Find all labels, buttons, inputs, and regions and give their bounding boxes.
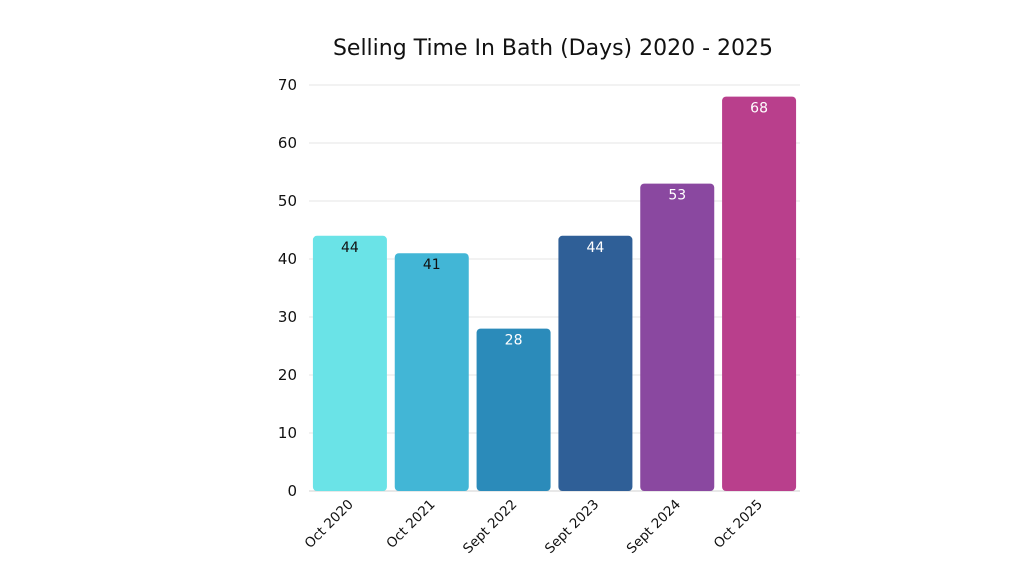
gridlines: [309, 84, 800, 492]
y-tick-label: 20: [278, 366, 297, 384]
bar: [476, 328, 551, 491]
y-tick-label: 30: [278, 308, 297, 326]
data-label: 44: [341, 240, 359, 256]
x-tick-label: Oct 2020: [302, 497, 357, 552]
bar: [312, 235, 387, 491]
bar: [558, 235, 633, 491]
bar: [394, 253, 469, 491]
y-tick-label: 10: [278, 424, 297, 442]
data-labels: 44 41 28 44 53 68: [341, 101, 768, 349]
bar: [640, 183, 715, 491]
x-tick-label: Sept 2023: [542, 497, 602, 557]
x-tick-label: Oct 2025: [711, 497, 766, 552]
y-tick-label: 40: [278, 250, 297, 268]
data-label: 28: [505, 333, 523, 349]
data-label: 44: [587, 240, 605, 256]
chart-title: Selling Time In Bath (Days) 2020 - 2025: [333, 36, 773, 61]
y-tick-label: 70: [278, 76, 297, 94]
y-tick-label: 0: [287, 482, 297, 500]
bar: [722, 96, 797, 491]
y-axis-ticks: 0 10 20 30 40 50 60 70: [278, 76, 297, 500]
x-tick-label: Sept 2024: [624, 497, 684, 557]
bars: [312, 96, 797, 491]
x-tick-label: Oct 2021: [383, 497, 438, 552]
y-tick-label: 50: [278, 192, 297, 210]
y-tick-label: 60: [278, 134, 297, 152]
data-label: 41: [423, 257, 441, 273]
data-label: 53: [668, 188, 686, 204]
data-label: 68: [750, 101, 768, 117]
x-axis-ticks: Oct 2020 Oct 2021 Sept 2022 Sept 2023 Sept 2…: [302, 497, 766, 557]
x-tick-label: Sept 2022: [460, 497, 520, 557]
